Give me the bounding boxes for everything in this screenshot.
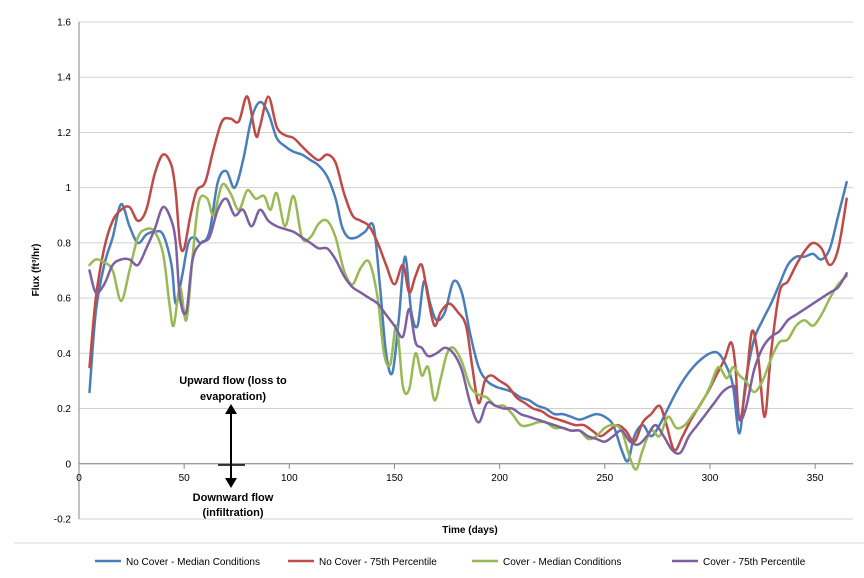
- x-tick-label: 350: [807, 473, 824, 484]
- legend-label: No Cover - 75th Percentile: [319, 557, 437, 568]
- y-tick-label: 0.8: [57, 238, 71, 249]
- x-axis-title: Time (days): [442, 525, 497, 536]
- y-axis-title: Flux (ft³/hr): [31, 244, 42, 297]
- y-tick-label: 0: [65, 459, 71, 470]
- x-tick-label: 150: [386, 473, 403, 484]
- x-tick-label: 250: [596, 473, 613, 484]
- legend-label: Cover - Median Conditions: [503, 557, 621, 568]
- annotations: Upward flow (loss to evaporation) Downwa…: [179, 375, 287, 519]
- series-line-no-cover-median: [88, 100, 848, 463]
- x-tick-label: 50: [179, 473, 191, 484]
- y-tick-label: 0.2: [57, 404, 71, 415]
- x-tick-label: 100: [281, 473, 298, 484]
- x-tick-label: 300: [702, 473, 719, 484]
- x-tick-label: 0: [76, 473, 82, 484]
- downward-flow-label-line2: (infiltration): [202, 507, 263, 519]
- downward-flow-label-line1: Downward flow: [193, 492, 274, 504]
- series-lines: [88, 95, 848, 471]
- upward-flow-label-line1: Upward flow (loss to: [179, 375, 287, 387]
- upward-arrowhead-icon: [225, 404, 237, 414]
- series-line-cover-75th: [88, 197, 848, 455]
- y-tick-label: 1: [65, 183, 71, 194]
- y-tick-label: 1.4: [57, 73, 71, 84]
- y-tick-label: 0.4: [57, 349, 71, 360]
- y-tick-label: 1.6: [57, 18, 71, 29]
- y-tick-label: 0.6: [57, 294, 71, 305]
- series-line-no-cover-75th: [88, 95, 848, 452]
- axes: -0.2 0 0.2 0.4 0.6 0.8 1 1.2 1.4 1.6 0 50 100 150 200 2…: [54, 18, 853, 526]
- upward-flow-label-line2: evaporation): [200, 391, 266, 403]
- downward-arrowhead-icon: [225, 478, 237, 488]
- legend: No Cover - Median Conditions No Cover - 7…: [95, 557, 806, 568]
- legend-label: Cover - 75th Percentile: [703, 557, 806, 568]
- y-tick-label: -0.2: [54, 515, 72, 526]
- y-tick-label: 1.2: [57, 128, 71, 139]
- x-tick-label: 200: [491, 473, 508, 484]
- legend-label: No Cover - Median Conditions: [126, 557, 260, 568]
